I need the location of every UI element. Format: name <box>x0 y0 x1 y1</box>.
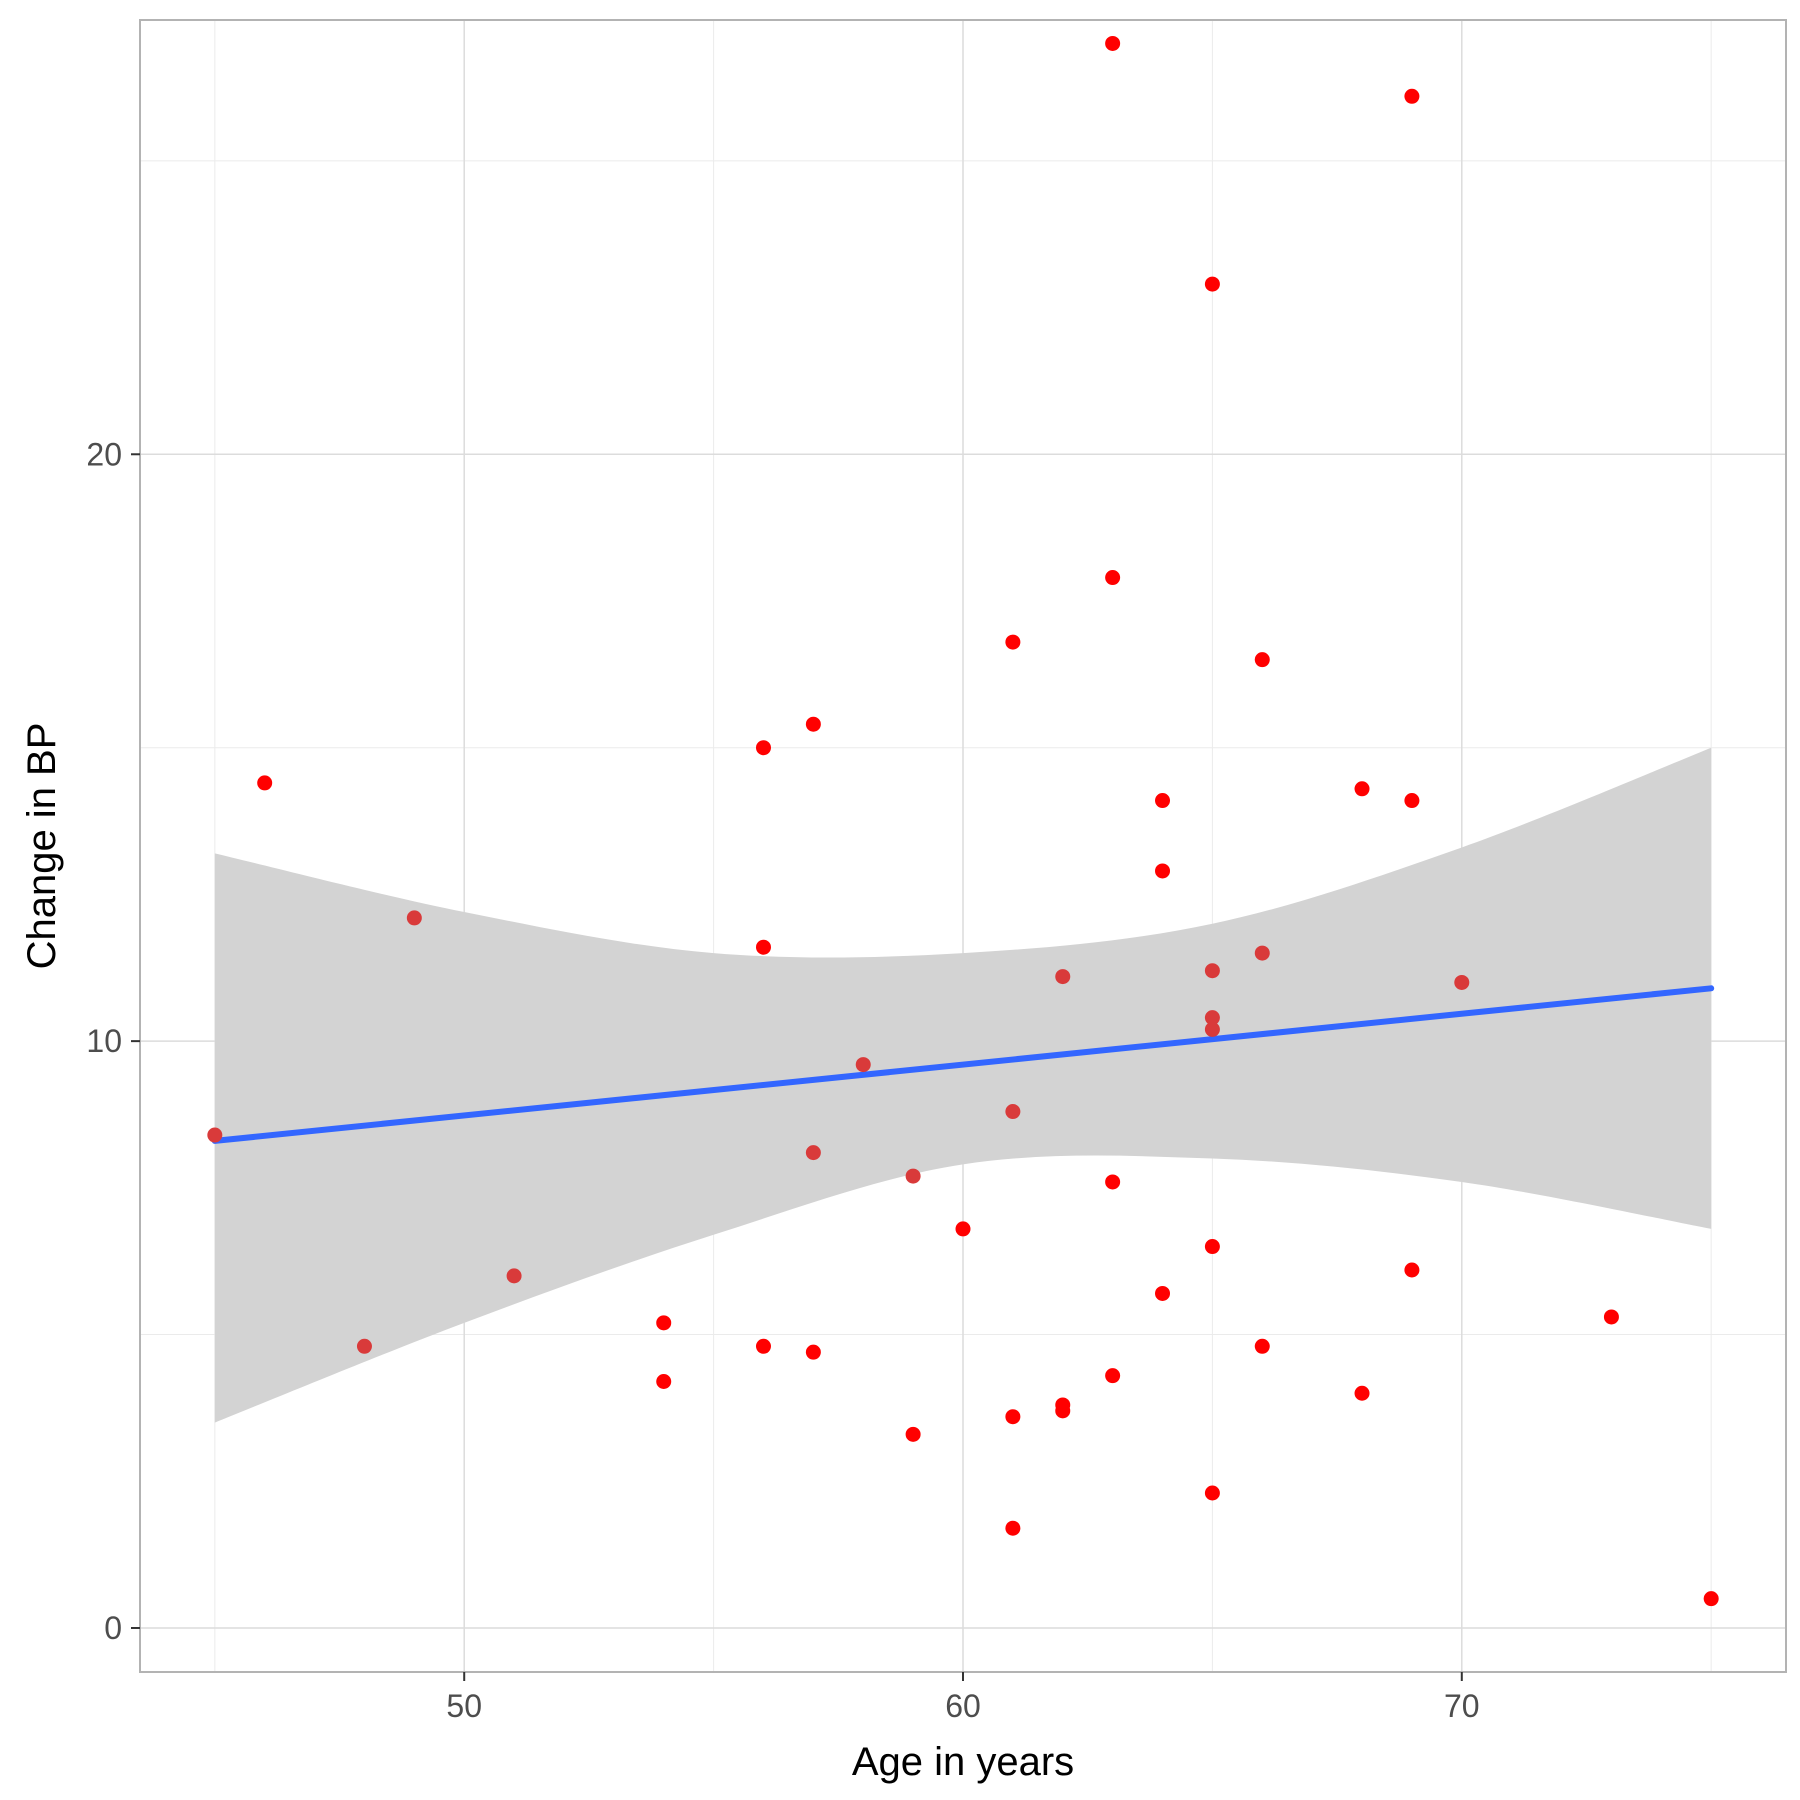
data-point <box>1005 634 1021 650</box>
data-point <box>805 716 821 732</box>
data-point <box>656 1315 672 1331</box>
data-point <box>506 1268 522 1284</box>
data-point <box>1055 969 1071 985</box>
data-point <box>1254 945 1270 961</box>
data-point <box>1204 276 1220 292</box>
confidence-band <box>214 747 1712 1423</box>
y-tick-label: 10 <box>86 1023 122 1059</box>
data-point <box>1204 1021 1220 1037</box>
data-point <box>1354 1385 1370 1401</box>
data-point <box>656 1374 672 1390</box>
data-point <box>955 1221 971 1237</box>
fit-line <box>211 985 1715 1144</box>
data-point <box>1404 88 1420 104</box>
regression-line <box>211 985 1715 1144</box>
data-point <box>1005 1104 1021 1120</box>
data-point <box>755 1338 771 1354</box>
data-point <box>1254 652 1270 668</box>
data-point <box>855 1057 871 1073</box>
data-point <box>1105 35 1121 51</box>
data-point <box>1105 570 1121 586</box>
data-point <box>1703 1591 1719 1607</box>
y-tick-label: 0 <box>104 1610 122 1646</box>
y-tick-label: 20 <box>86 436 122 472</box>
data-point <box>755 939 771 955</box>
grid-lines <box>140 20 1786 1672</box>
data-point <box>1005 1520 1021 1536</box>
data-point <box>1204 1010 1220 1026</box>
data-point <box>1204 1485 1220 1501</box>
y-axis-ticks: 0 10 20 <box>86 436 140 1646</box>
data-point <box>905 1168 921 1184</box>
y-axis-title: Change in BP <box>20 723 64 970</box>
data-point <box>207 1127 223 1143</box>
data-point <box>1005 1409 1021 1425</box>
data-point <box>1204 963 1220 979</box>
data-point <box>1155 793 1171 809</box>
data-point <box>356 1338 372 1354</box>
data-point <box>406 910 422 926</box>
data-point <box>257 775 273 791</box>
data-point <box>1155 1285 1171 1301</box>
data-point <box>1404 1262 1420 1278</box>
data-points <box>207 35 1719 1607</box>
x-tick-label: 70 <box>1444 1688 1480 1724</box>
data-point <box>905 1426 921 1442</box>
x-axis-ticks: 50 60 70 <box>446 1672 1480 1724</box>
data-point <box>1454 974 1470 990</box>
data-point <box>1155 863 1171 879</box>
data-point <box>1105 1174 1121 1190</box>
x-tick-label: 60 <box>945 1688 981 1724</box>
data-point <box>805 1145 821 1161</box>
data-point <box>1603 1309 1619 1325</box>
data-point <box>1354 781 1370 797</box>
data-point <box>1404 793 1420 809</box>
data-point <box>1105 1368 1121 1384</box>
x-axis-title: Age in years <box>852 1740 1074 1784</box>
data-point <box>1254 1338 1270 1354</box>
x-tick-label: 50 <box>446 1688 482 1724</box>
data-point <box>805 1344 821 1360</box>
data-point <box>1055 1403 1071 1419</box>
confidence-band-area <box>214 747 1712 1423</box>
data-point <box>1204 1239 1220 1255</box>
data-point <box>755 740 771 756</box>
